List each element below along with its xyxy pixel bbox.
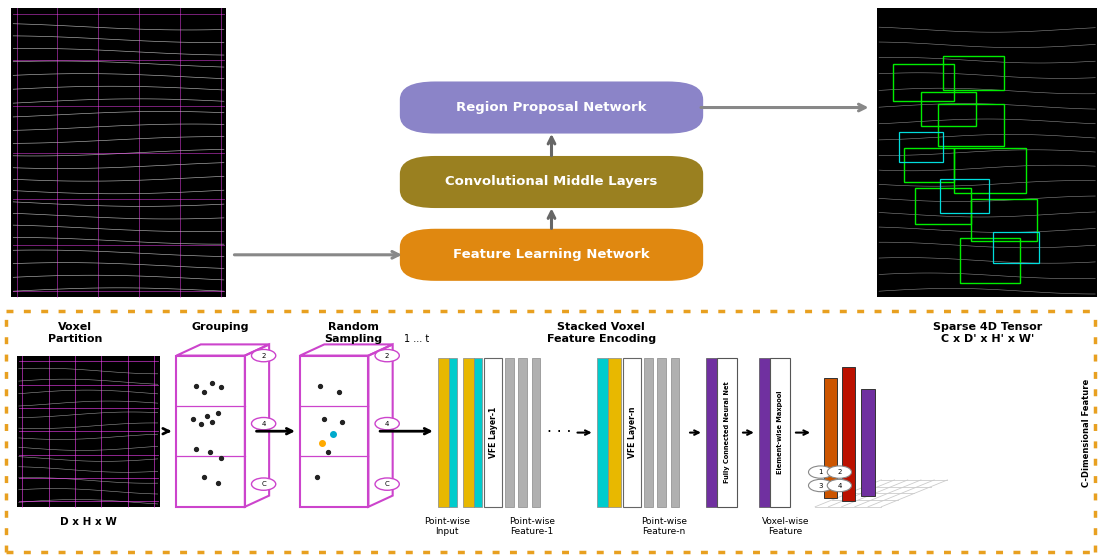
FancyBboxPatch shape xyxy=(597,358,608,507)
FancyBboxPatch shape xyxy=(518,358,527,507)
Text: D x H x W: D x H x W xyxy=(60,517,117,527)
FancyBboxPatch shape xyxy=(399,156,704,208)
Text: VFE Layer-n: VFE Layer-n xyxy=(628,407,636,458)
Circle shape xyxy=(251,349,276,362)
Text: VFE Layer-1: VFE Layer-1 xyxy=(489,407,497,458)
Text: Fully Connected Neural Net: Fully Connected Neural Net xyxy=(724,382,730,483)
Text: Random
Sampling: Random Sampling xyxy=(324,322,382,344)
FancyBboxPatch shape xyxy=(770,358,790,507)
Circle shape xyxy=(251,418,276,430)
Text: Point-wise
Feature-n: Point-wise Feature-n xyxy=(641,517,687,536)
Circle shape xyxy=(808,466,833,478)
FancyBboxPatch shape xyxy=(399,81,704,133)
Text: · · ·: · · · xyxy=(547,425,571,440)
FancyBboxPatch shape xyxy=(438,358,449,507)
Circle shape xyxy=(375,349,399,362)
Circle shape xyxy=(251,478,276,491)
Circle shape xyxy=(375,418,399,430)
Text: Feature Learning Network: Feature Learning Network xyxy=(453,248,650,262)
Text: 2: 2 xyxy=(261,353,266,358)
FancyBboxPatch shape xyxy=(657,358,666,507)
FancyBboxPatch shape xyxy=(861,389,875,496)
Text: 4: 4 xyxy=(837,483,842,488)
Circle shape xyxy=(827,479,852,492)
Text: Convolutional Middle Layers: Convolutional Middle Layers xyxy=(446,175,657,189)
Text: Point-wise
Feature-1: Point-wise Feature-1 xyxy=(508,517,555,536)
FancyBboxPatch shape xyxy=(463,358,474,507)
FancyBboxPatch shape xyxy=(474,358,482,507)
FancyBboxPatch shape xyxy=(11,8,226,297)
FancyBboxPatch shape xyxy=(449,358,457,507)
Circle shape xyxy=(808,479,833,492)
FancyBboxPatch shape xyxy=(842,367,855,501)
FancyBboxPatch shape xyxy=(608,358,621,507)
FancyBboxPatch shape xyxy=(505,358,514,507)
Circle shape xyxy=(375,478,399,491)
Text: C: C xyxy=(385,481,389,487)
Text: C-Dimensional Feature: C-Dimensional Feature xyxy=(1082,379,1091,487)
Text: Sparse 4D Tensor
C x D' x H' x W': Sparse 4D Tensor C x D' x H' x W' xyxy=(932,322,1042,344)
Text: 1 ... t: 1 ... t xyxy=(404,334,429,344)
Text: Voxel-wise
Feature: Voxel-wise Feature xyxy=(761,517,810,536)
Text: Voxel
Partition: Voxel Partition xyxy=(47,322,103,344)
FancyBboxPatch shape xyxy=(759,358,770,507)
Text: Region Proposal Network: Region Proposal Network xyxy=(457,101,646,114)
FancyBboxPatch shape xyxy=(706,358,717,507)
Circle shape xyxy=(827,466,852,478)
FancyBboxPatch shape xyxy=(877,8,1097,297)
Text: 4: 4 xyxy=(385,421,389,427)
FancyBboxPatch shape xyxy=(717,358,737,507)
FancyBboxPatch shape xyxy=(824,378,837,498)
Text: 4: 4 xyxy=(261,421,266,427)
FancyBboxPatch shape xyxy=(532,358,540,507)
Text: 3: 3 xyxy=(818,483,823,488)
Text: 2: 2 xyxy=(837,469,842,475)
Text: 2: 2 xyxy=(385,353,389,358)
FancyBboxPatch shape xyxy=(623,358,641,507)
FancyBboxPatch shape xyxy=(484,358,502,507)
Text: C: C xyxy=(261,481,266,487)
Text: Element-wise Maxpool: Element-wise Maxpool xyxy=(777,391,783,474)
Text: Grouping: Grouping xyxy=(192,322,249,332)
FancyBboxPatch shape xyxy=(17,356,160,507)
FancyBboxPatch shape xyxy=(671,358,679,507)
FancyBboxPatch shape xyxy=(399,228,704,281)
Text: Stacked Voxel
Feature Encoding: Stacked Voxel Feature Encoding xyxy=(547,322,655,344)
Text: 1: 1 xyxy=(818,469,823,475)
FancyBboxPatch shape xyxy=(644,358,653,507)
Text: Point-wise
Input: Point-wise Input xyxy=(425,517,470,536)
